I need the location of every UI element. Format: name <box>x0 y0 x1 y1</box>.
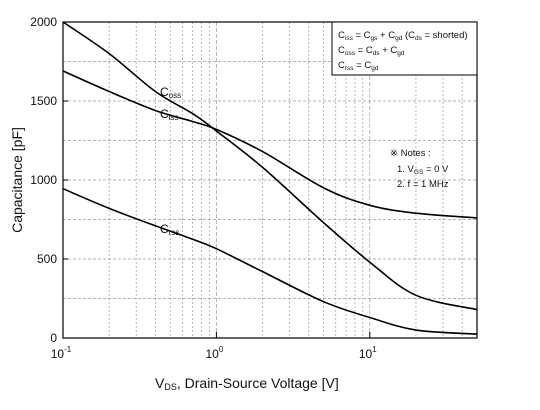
notes-title: ※ Notes : <box>390 148 431 159</box>
notes-box: ※ Notes : 1. VGS = 0 V 2. f = 1 MHz <box>390 148 449 190</box>
definitions-box-frame <box>331 21 478 76</box>
notes-line: 1. VGS = 0 V <box>397 164 449 176</box>
series-line-ciss <box>62 70 478 219</box>
x-tick-label: 100 <box>205 345 223 361</box>
curve-label-ciss: Ciss <box>160 107 178 122</box>
series-line-crss <box>62 187 478 335</box>
series-line-coss <box>62 21 478 311</box>
y-tick-label: 0 <box>50 331 57 345</box>
curve-label-coss: Coss <box>160 85 181 100</box>
axis-labels: Capacitance [pF] VDS, Drain-Source Voltag… <box>9 127 339 392</box>
definition-line: Crss = Cgd <box>338 60 379 72</box>
series-lines <box>62 21 478 335</box>
definition-line: Coss = Cds + Cgd <box>338 45 405 57</box>
x-axis-label: VDS, Drain-Source Voltage [V] <box>155 375 339 392</box>
grid <box>63 22 477 338</box>
y-tick-label: 1500 <box>30 94 57 108</box>
x-tick-label: 101 <box>359 345 377 361</box>
notes-line: 2. f = 1 MHz <box>397 179 449 190</box>
curve-labels: Coss Ciss Crss <box>160 85 181 237</box>
x-tick-label: 10-1 <box>51 345 72 361</box>
y-tick-label: 1000 <box>30 173 57 187</box>
axis-ticks: 0 500 1000 1500 2000 10-1 100 101 <box>30 15 377 361</box>
curve-label-crss: Crss <box>160 222 179 237</box>
y-tick-label: 500 <box>37 252 57 266</box>
y-axis-label: Capacitance [pF] <box>9 127 25 233</box>
capacitance-definitions-box: Ciss = Cgs + Cgd (Cds = shorted) Coss = C… <box>331 21 478 76</box>
y-tick-label: 2000 <box>30 15 57 29</box>
definition-line: Ciss = Cgs + Cgd (Cds = shorted) <box>338 30 468 42</box>
